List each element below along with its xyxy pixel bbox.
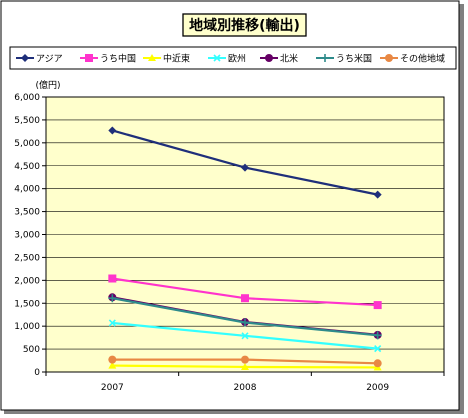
legend-label: うち米国: [336, 53, 372, 65]
data-point: [241, 294, 249, 303]
data-point: [108, 355, 117, 364]
series-group: [108, 126, 382, 371]
legend-label: アジア: [36, 55, 63, 65]
y-tick-label: 5,500: [14, 116, 40, 126]
data-point: [108, 319, 116, 327]
x-tick-label: 2008: [234, 383, 257, 393]
data-point: [373, 359, 382, 368]
data-point: [108, 126, 117, 135]
legend-label: その他地域: [400, 53, 445, 65]
legend-box: [9, 46, 457, 70]
legend-item: 欧州: [208, 53, 246, 65]
y-tick-label: 500: [23, 345, 40, 355]
x-tick-label: 2009: [366, 383, 389, 393]
legend-label: 中近東: [163, 53, 190, 65]
legend-marker: [385, 54, 393, 62]
data-point: [241, 318, 249, 327]
legend-label: うち中国: [100, 53, 136, 65]
y-tick-label: 4,000: [14, 185, 40, 195]
y-tick-label: 1,000: [14, 322, 40, 332]
y-tick-label: 4,500: [14, 162, 40, 172]
x-axis-ticks: 2007 2008 2009: [45, 372, 445, 393]
series-3: [108, 319, 382, 353]
legend-marker: [85, 54, 93, 62]
y-tick-label: 3,500: [14, 208, 40, 218]
legend-label: 欧州: [228, 53, 246, 65]
legend-item: 中近東: [143, 53, 190, 65]
legend-item: アジア: [16, 54, 63, 65]
data-point: [241, 355, 249, 364]
y-tick-label: 3,000: [14, 231, 40, 241]
data-point: [241, 332, 249, 340]
legend-item: うち米国: [316, 53, 372, 65]
data-point: [373, 190, 382, 199]
y-tick-label: 5,000: [14, 139, 40, 149]
legend: アジア うち中国 中近東 欧州 北米 うち米国 その他地域: [16, 53, 445, 65]
data-point: [241, 362, 249, 370]
series-1: [108, 274, 382, 310]
data-point: [241, 163, 249, 172]
legend-item: その他地域: [380, 53, 445, 65]
legend-marker: [21, 54, 29, 62]
legend-item: 北米: [260, 53, 298, 65]
y-tick-label: 0: [34, 368, 40, 378]
series-0: [108, 126, 382, 199]
y-tick-label: 6,000: [14, 93, 40, 103]
y-axis-ticks: 0 500 1,000 1,500 2,000 2,500 3,000 3,500 4,000 4…: [14, 93, 46, 378]
title-box: [182, 13, 307, 37]
data-point: [373, 301, 382, 310]
legend-marker: [148, 54, 156, 61]
legend-marker: [213, 54, 221, 62]
legend-item: うち中国: [80, 53, 136, 65]
data-point: [108, 294, 117, 303]
data-point: [108, 274, 117, 283]
y-tick-label: 2,500: [14, 253, 40, 263]
chart-title: 地域別推移(輸出): [189, 17, 300, 34]
legend-marker: [265, 54, 273, 62]
data-point: [374, 345, 382, 353]
data-point: [373, 331, 382, 340]
legend-label: 北米: [280, 53, 298, 65]
legend-marker: [321, 54, 329, 62]
series-6: [108, 355, 382, 368]
data-point: [108, 361, 117, 369]
y-tick-label: 2,000: [14, 276, 40, 286]
y-axis-label: (億円): [35, 79, 60, 91]
y-tick-label: 1,500: [14, 299, 40, 309]
x-tick-label: 2007: [101, 383, 124, 393]
series-5: [108, 294, 382, 340]
